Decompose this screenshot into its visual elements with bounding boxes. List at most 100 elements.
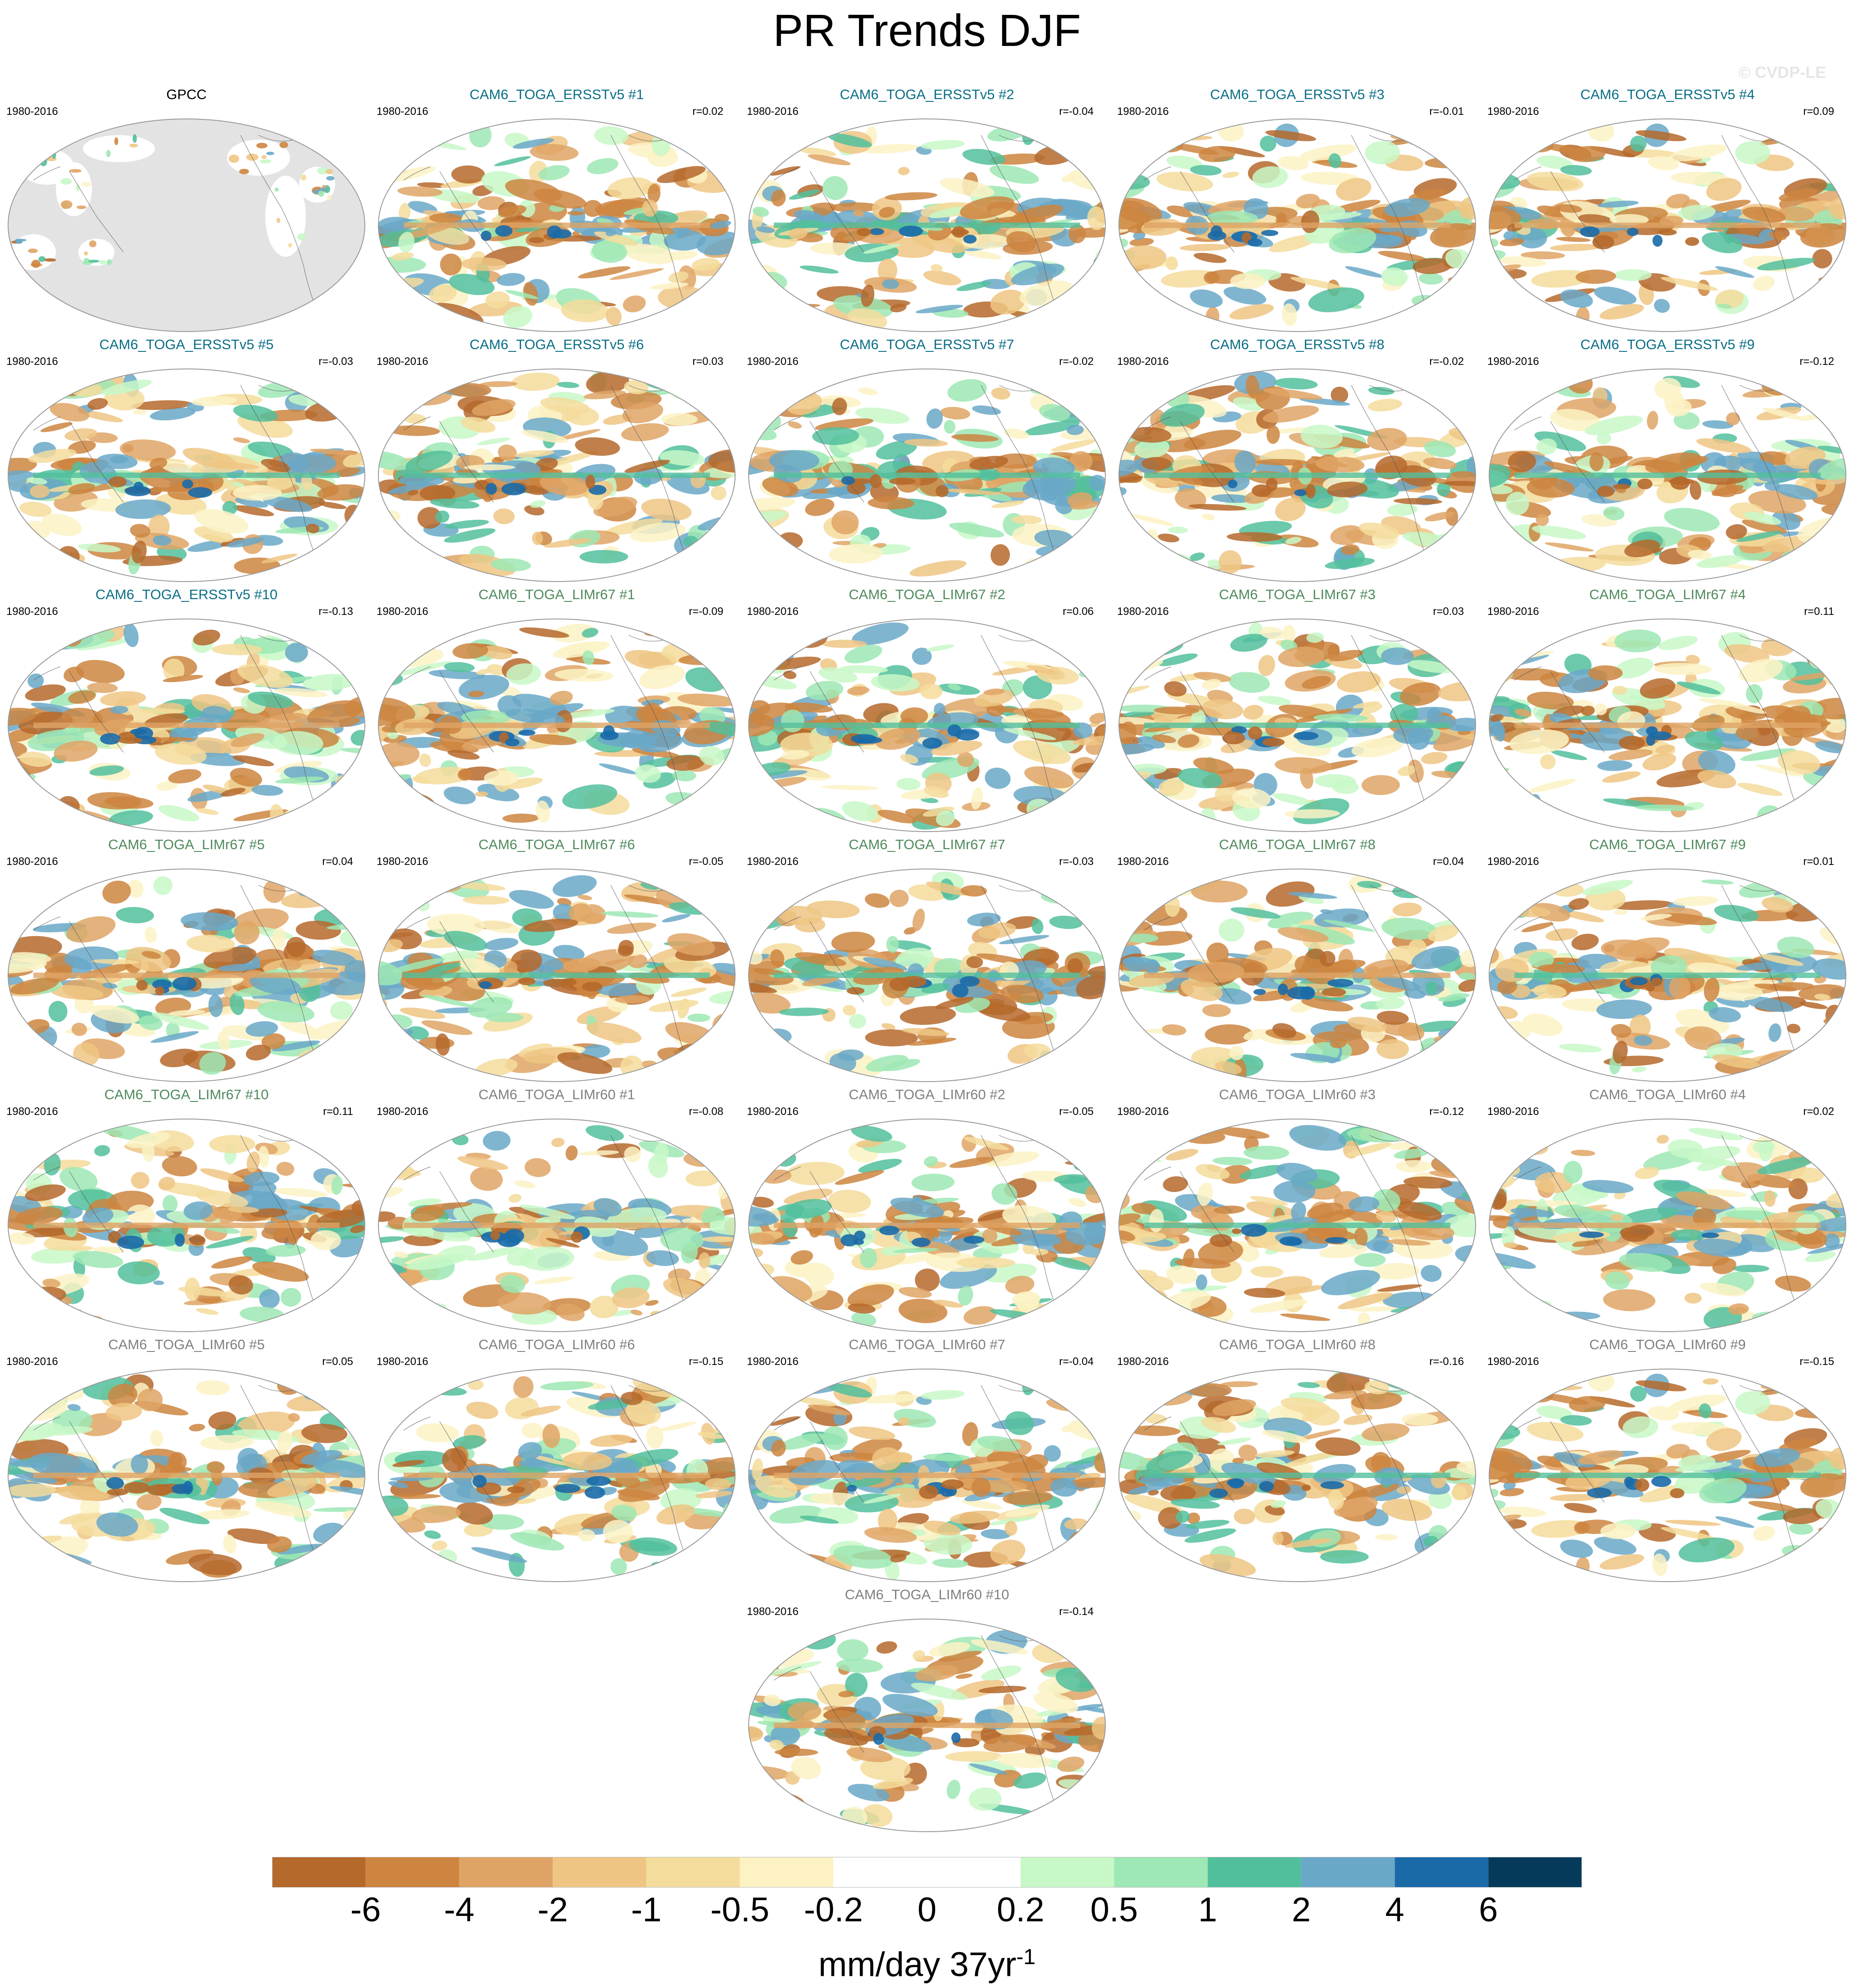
map-panel: CAM6_TOGA_LIMr67 #2 1980-2016 r=0.06 [747,586,1107,834]
colorbar-tick: 0.2 [996,1891,1045,1929]
panel-title: CAM6_TOGA_ERSSTv5 #8 [1210,337,1385,352]
map-panel: CAM6_TOGA_LIMr67 #6 1980-2016 r=-0.05 [377,836,737,1084]
robinson-map [8,869,365,1082]
colorbar-segment [833,1857,927,1888]
panel-correlation: r=0.11 [323,1105,353,1118]
panel-correlation: r=-0.15 [1799,1356,1834,1368]
panel-years: 1980-2016 [1117,1356,1169,1368]
robinson-map [748,619,1106,832]
colorbar-units: mm/day 37yr-1 [0,1937,1854,1985]
robinson-map [8,368,365,582]
colorbar-tick: 0 [917,1891,937,1929]
map-panel: CAM6_TOGA_LIMr60 #6 1980-2016 r=-0.15 [377,1336,737,1584]
colorbar-tick: 4 [1385,1891,1404,1929]
panel-title: CAM6_TOGA_LIMr67 #6 [478,837,635,852]
robinson-map [1118,869,1476,1082]
panel-correlation: r=0.06 [1063,605,1094,618]
robinson-map [378,1369,736,1582]
panel-years: 1980-2016 [377,355,428,368]
colorbar-segment [553,1857,646,1888]
panel-years: 1980-2016 [6,1105,58,1118]
map-panel: CAM6_TOGA_ERSSTv5 #3 1980-2016 r=-0.01 [1117,86,1477,334]
colorbar-tick: -6 [350,1891,381,1929]
map-panel: CAM6_TOGA_LIMr60 #10 1980-2016 r=-0.14 [747,1586,1107,1834]
panel-years: 1980-2016 [6,605,58,618]
panel-correlation: r=-0.12 [1429,1105,1464,1118]
panel-title: CAM6_TOGA_LIMr67 #3 [1219,587,1376,602]
panel-correlation: r=0.02 [692,105,723,118]
panel-title: CAM6_TOGA_ERSSTv5 #3 [1210,86,1385,102]
panel-years: 1980-2016 [6,855,58,868]
panel-correlation: r=-0.14 [1059,1606,1094,1618]
panel-title: CAM6_TOGA_LIMr60 #9 [1589,1337,1746,1352]
map-panel: CAM6_TOGA_LIMr67 #5 1980-2016 r=0.04 [6,836,367,1084]
map-panel: CAM6_TOGA_ERSSTv5 #1 1980-2016 r=0.02 [377,86,737,334]
map-panel: CAM6_TOGA_LIMr67 #7 1980-2016 r=-0.03 [747,836,1107,1084]
map-panel: CAM6_TOGA_LIMr60 #2 1980-2016 r=-0.05 [747,1086,1107,1334]
watermark: © CVDP-LE [1738,63,1826,82]
panel-years: 1980-2016 [1487,355,1539,368]
panel-correlation: r=0.03 [692,355,723,368]
panel-correlation: r=0.11 [1804,605,1834,618]
panel-title: CAM6_TOGA_ERSSTv5 #9 [1580,337,1755,352]
panel-correlation: r=0.01 [1803,855,1834,868]
panel-correlation: r=-0.03 [1059,855,1094,868]
colorbar-segment [1114,1857,1208,1888]
panel-title: CAM6_TOGA_ERSSTv5 #1 [469,86,644,102]
panel-title: CAM6_TOGA_LIMr60 #4 [1589,1087,1746,1102]
colorbar-tick: -0.5 [710,1891,770,1929]
panel-title: CAM6_TOGA_LIMr60 #3 [1219,1087,1376,1102]
robinson-map [378,619,736,832]
panel-title: CAM6_TOGA_ERSSTv5 #6 [469,337,644,352]
panel-title: CAM6_TOGA_LIMr60 #1 [478,1087,635,1102]
robinson-map [748,368,1106,582]
panel-title: CAM6_TOGA_LIMr60 #2 [849,1087,1005,1102]
colorbar-tick: 0.5 [1090,1891,1138,1929]
panel-years: 1980-2016 [377,605,428,618]
panel-correlation: r=-0.04 [1059,105,1094,118]
panel-title: CAM6_TOGA_ERSSTv5 #10 [95,587,278,602]
panel-title: CAM6_TOGA_LIMr60 #6 [478,1337,635,1352]
robinson-map [1118,1369,1476,1582]
map-panel: CAM6_TOGA_ERSSTv5 #5 1980-2016 r=-0.03 [6,336,367,584]
colorbar-tick-labels: -6 -4 -2 -1 -0.5 -0.2 0 0.2 0.5 1 2 4 6 [0,1890,1854,1930]
map-panel: CAM6_TOGA_LIMr67 #4 1980-2016 r=0.11 [1487,586,1848,834]
colorbar-segment [1208,1857,1301,1888]
panel-correlation: r=0.04 [322,855,353,868]
panel-years: 1980-2016 [747,605,799,618]
panel-years: 1980-2016 [1487,1105,1539,1118]
panel-years: 1980-2016 [377,105,428,118]
panel-correlation: r=-0.05 [689,855,723,868]
map-panel: CAM6_TOGA_LIMr60 #1 1980-2016 r=-0.08 [377,1086,737,1334]
panel-title: CAM6_TOGA_LIMr67 #10 [104,1087,269,1102]
panel-title: CAM6_TOGA_LIMr67 #5 [108,837,265,852]
panel-title: CAM6_TOGA_LIMr67 #8 [1219,837,1376,852]
panel-years: 1980-2016 [747,105,799,118]
robinson-map [1118,118,1476,332]
panel-correlation: r=-0.16 [1429,1356,1464,1368]
panel-title: GPCC [166,86,207,102]
robinson-map [1489,869,1846,1082]
robinson-map [1489,118,1846,332]
robinson-map [1118,368,1476,582]
panel-years: 1980-2016 [1487,855,1539,868]
colorbar-tick: 2 [1291,1891,1311,1929]
map-panel: CAM6_TOGA_ERSSTv5 #2 1980-2016 r=-0.04 [747,86,1107,334]
robinson-map [8,1119,365,1332]
panel-years: 1980-2016 [1117,355,1169,368]
panel-correlation: r=-0.12 [1799,355,1834,368]
panel-years: 1980-2016 [377,1105,428,1118]
robinson-map [748,1369,1106,1582]
colorbar-segment [365,1857,459,1888]
colorbar-tick: 1 [1198,1891,1218,1929]
map-panel: CAM6_TOGA_LIMr67 #9 1980-2016 r=0.01 [1487,836,1848,1084]
panel-years: 1980-2016 [747,1356,799,1368]
map-panel: CAM6_TOGA_LIMr67 #10 1980-2016 r=0.11 [6,1086,367,1334]
panel-title: CAM6_TOGA_LIMr60 #8 [1219,1337,1376,1352]
map-panel: CAM6_TOGA_LIMr67 #8 1980-2016 r=0.04 [1117,836,1477,1084]
robinson-map [1489,619,1846,832]
colorbar-segment [1301,1857,1395,1888]
panel-correlation: r=0.03 [1433,605,1464,618]
robinson-map [1118,619,1476,832]
panel-years: 1980-2016 [747,855,799,868]
